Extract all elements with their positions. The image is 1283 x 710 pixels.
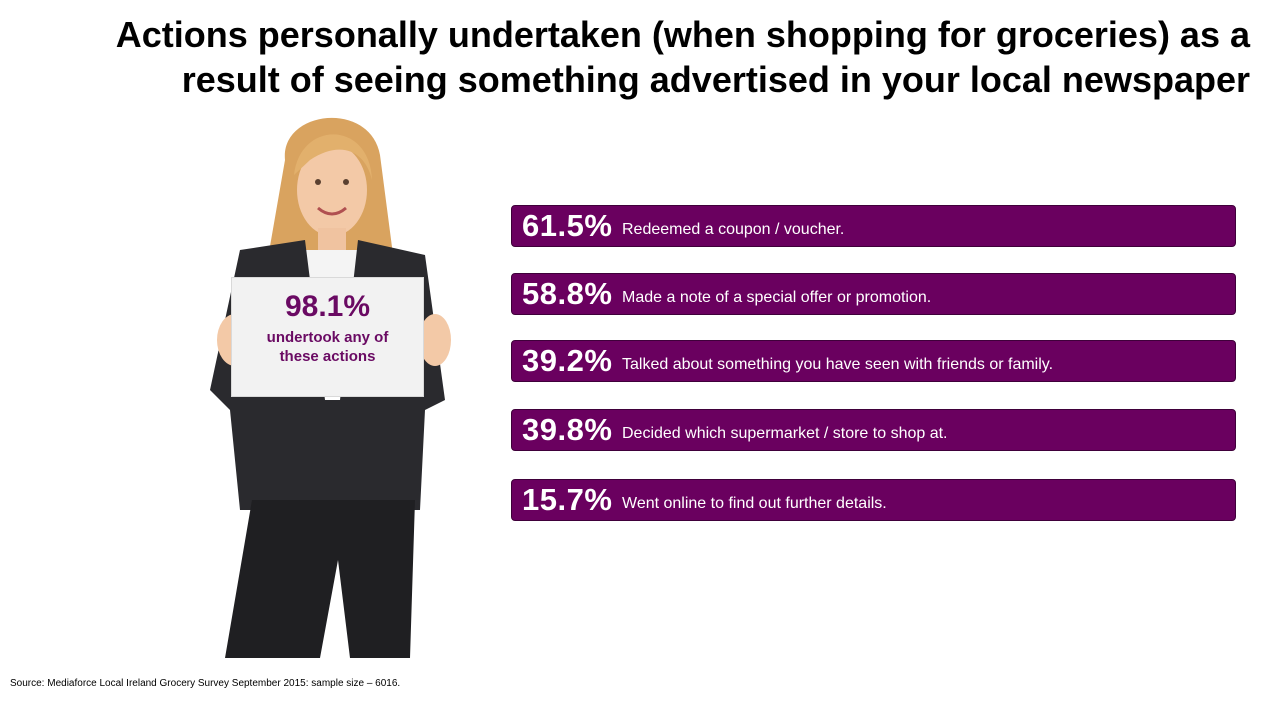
action-label: Made a note of a special offer or promot… bbox=[622, 289, 932, 306]
action-percentage: 61.5% bbox=[522, 208, 613, 243]
action-bar: 15.7% Went online to find out further de… bbox=[511, 479, 1236, 521]
action-bar: 61.5% Redeemed a coupon / voucher. bbox=[511, 205, 1236, 247]
action-bar: 58.8% Made a note of a special offer or … bbox=[511, 273, 1236, 315]
action-percentage: 39.8% bbox=[522, 412, 613, 447]
action-label: Redeemed a coupon / voucher. bbox=[622, 221, 845, 238]
sign-percentage: 98.1% bbox=[284, 290, 371, 323]
action-percentage: 39.2% bbox=[522, 343, 613, 378]
sign-caption: undertook any of these actions bbox=[266, 329, 389, 365]
source-note: Source: Mediaforce Local Ireland Grocery… bbox=[10, 678, 401, 689]
action-label: Talked about something you have seen wit… bbox=[622, 356, 1054, 373]
action-bar: 39.2% Talked about something you have se… bbox=[511, 340, 1236, 382]
action-label: Decided which supermarket / store to sho… bbox=[622, 425, 948, 442]
action-bar: 39.8% Decided which supermarket / store … bbox=[511, 409, 1236, 451]
action-label: Went online to find out further details. bbox=[622, 495, 887, 512]
action-percentage: 15.7% bbox=[522, 482, 613, 517]
held-sign: 98.1% undertook any of these actions bbox=[231, 277, 424, 397]
action-percentage: 58.8% bbox=[522, 276, 613, 311]
page-title: Actions personally undertaken (when shop… bbox=[115, 14, 1250, 100]
